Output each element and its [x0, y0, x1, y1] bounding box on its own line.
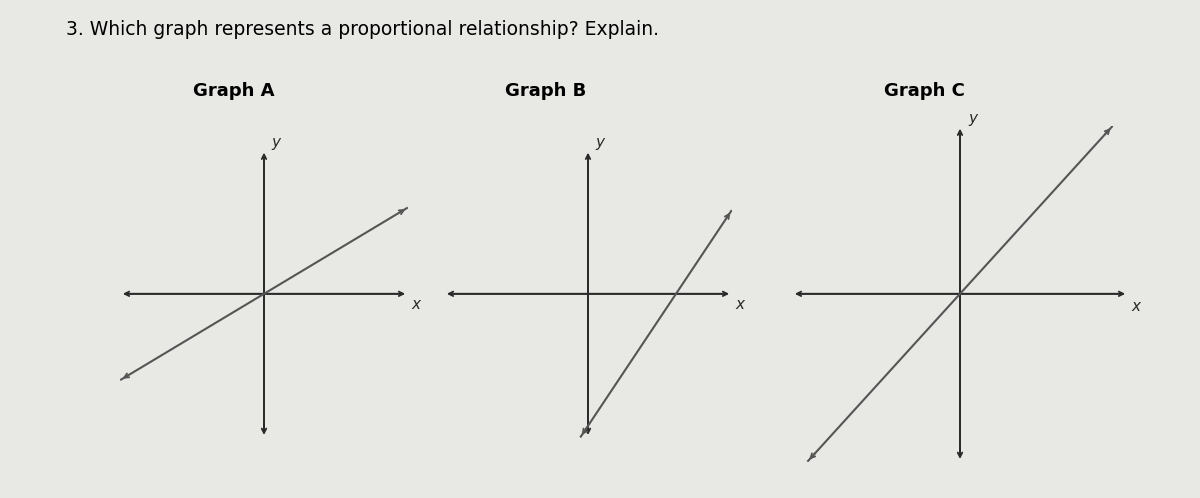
Text: x: x [410, 297, 420, 312]
Text: x: x [1132, 299, 1140, 314]
Text: x: x [734, 297, 744, 312]
Text: Graph B: Graph B [505, 82, 587, 100]
Text: y: y [271, 135, 281, 150]
Text: y: y [595, 135, 605, 150]
Text: Graph C: Graph C [883, 82, 965, 100]
Text: 3. Which graph represents a proportional relationship? Explain.: 3. Which graph represents a proportional… [66, 20, 659, 39]
Text: y: y [968, 111, 977, 126]
Text: Graph A: Graph A [193, 82, 275, 100]
